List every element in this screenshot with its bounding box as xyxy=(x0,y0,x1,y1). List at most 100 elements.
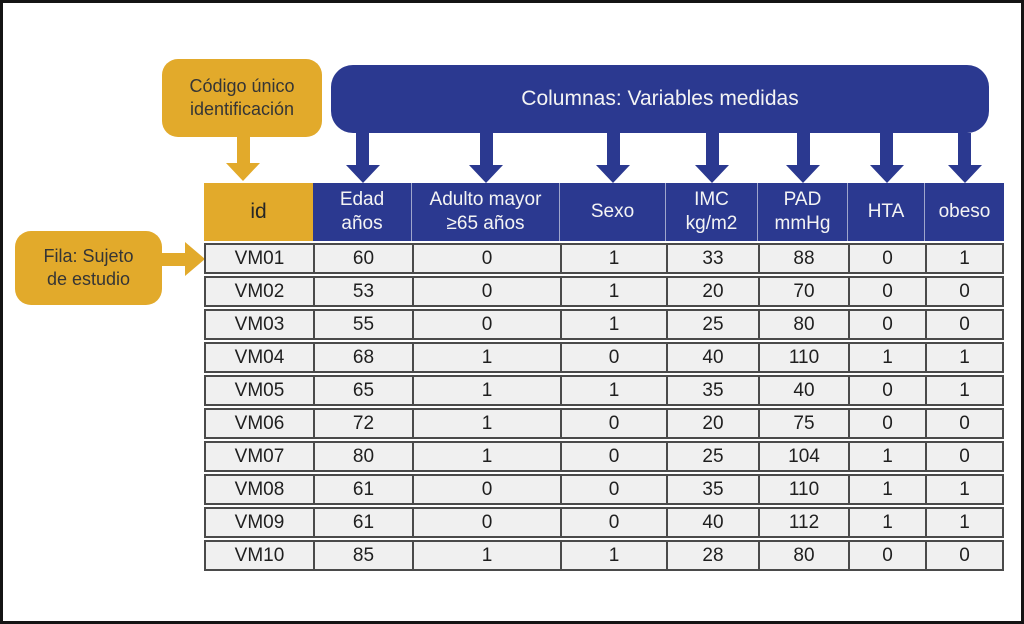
table-cell: 0 xyxy=(412,245,560,272)
table-cell: 1 xyxy=(925,509,1002,536)
callout-unique-code: Código único identificación xyxy=(162,59,322,137)
table-cell: 1 xyxy=(848,476,925,503)
table-cell: 0 xyxy=(412,509,560,536)
columns-banner: Columnas: Variables medidas xyxy=(331,65,989,133)
table-row-vm01: VM01 60 0 1 33 88 0 1 xyxy=(204,243,1004,274)
header-cell-imc: IMC kg/m2 xyxy=(666,183,758,241)
banner-arrow-down-icon xyxy=(313,133,412,183)
table-cell: 0 xyxy=(925,443,1002,470)
header-label: HTA xyxy=(867,201,905,223)
header-cell-obeso: obeso xyxy=(925,183,1004,241)
table-cell: 0 xyxy=(848,542,925,569)
row-id-cell: VM01 xyxy=(234,247,285,269)
header-sublabel: kg/m2 xyxy=(685,213,738,234)
table-cell: 0 xyxy=(412,278,560,305)
header-cell-hta: HTA xyxy=(848,183,925,241)
table-cell: 1 xyxy=(412,542,560,569)
row-id-cell: VM05 xyxy=(234,379,285,401)
table-zone: id Edad años Adulto mayor ≥65 años Sexo IMC kg/… xyxy=(204,133,1004,571)
callout-code-arrow-down-icon xyxy=(226,136,260,181)
header-row: id Edad años Adulto mayor ≥65 años Sexo IMC kg/… xyxy=(204,183,1004,241)
table-cell: 1 xyxy=(412,443,560,470)
table-cell: 1 xyxy=(925,344,1002,371)
table-cell: 80 xyxy=(758,542,848,569)
table-cell: 28 xyxy=(666,542,758,569)
table-row-vm03: VM03 55 0 1 25 80 0 0 xyxy=(204,309,1004,340)
callout-unique-code-line2: identificación xyxy=(189,99,295,119)
table-cell: 20 xyxy=(666,410,758,437)
header-label: Edad xyxy=(339,189,385,211)
table-cell: 0 xyxy=(412,311,560,338)
banner-arrow-down-icon xyxy=(560,133,666,183)
row-id-cell: VM06 xyxy=(234,412,285,434)
table-row-vm10: VM10 85 1 1 28 80 0 0 xyxy=(204,540,1004,571)
table-cell: 0 xyxy=(848,311,925,338)
table-row-vm07: VM07 80 1 0 25 104 1 0 xyxy=(204,441,1004,472)
table-cell: 25 xyxy=(666,443,758,470)
header-sublabel: ≥65 años xyxy=(446,213,525,234)
header-cell-edad: Edad años xyxy=(313,183,412,241)
table-cell: 80 xyxy=(758,311,848,338)
header-label: id xyxy=(250,199,267,223)
table-cell: 0 xyxy=(848,245,925,272)
header-label: Adulto mayor xyxy=(429,189,542,211)
table-cell: 0 xyxy=(560,344,666,371)
table-cell: 60 xyxy=(313,245,412,272)
table-cell: 112 xyxy=(758,509,848,536)
header-label: Sexo xyxy=(590,201,635,223)
table-cell: 1 xyxy=(560,311,666,338)
table-cell: 0 xyxy=(560,476,666,503)
table-cell: 65 xyxy=(313,377,412,404)
table-cell: 53 xyxy=(313,278,412,305)
table-cell: 1 xyxy=(925,377,1002,404)
table-cell: 0 xyxy=(925,410,1002,437)
table-row-vm04: VM04 68 1 0 40 110 1 1 xyxy=(204,342,1004,373)
header-cell-id: id xyxy=(204,183,313,241)
row-id-cell: VM09 xyxy=(234,511,285,533)
banner-arrow-down-icon xyxy=(758,133,848,183)
table-cell: 1 xyxy=(925,476,1002,503)
table-cell: 1 xyxy=(412,410,560,437)
table-cell: 40 xyxy=(666,344,758,371)
table-cell: 0 xyxy=(560,410,666,437)
table-row-vm05: VM05 65 1 1 35 40 0 1 xyxy=(204,375,1004,406)
table-cell: 1 xyxy=(560,278,666,305)
callout-row-arrow-right-icon xyxy=(162,242,205,276)
row-id-cell: VM03 xyxy=(234,313,285,335)
row-id-cell: VM04 xyxy=(234,346,285,368)
table-cell: 80 xyxy=(313,443,412,470)
table-cell: 0 xyxy=(560,509,666,536)
header-label: IMC xyxy=(694,189,729,211)
table-cell: 0 xyxy=(925,278,1002,305)
table-row-vm06: VM06 72 1 0 20 75 0 0 xyxy=(204,408,1004,439)
table-cell: 110 xyxy=(758,476,848,503)
table-cell: 1 xyxy=(848,344,925,371)
table-cell: 35 xyxy=(666,476,758,503)
table-cell: 33 xyxy=(666,245,758,272)
arrow-stem xyxy=(236,136,250,163)
table-cell: 72 xyxy=(313,410,412,437)
header-cell-adulto-mayor: Adulto mayor ≥65 años xyxy=(412,183,560,241)
table-cell: 40 xyxy=(758,377,848,404)
callout-unique-code-line1: Código único xyxy=(189,75,295,96)
table-cell: 0 xyxy=(848,410,925,437)
table-cell: 20 xyxy=(666,278,758,305)
table-cell: 0 xyxy=(412,476,560,503)
callout-row-subject: Fila: Sujeto de estudio xyxy=(15,231,162,305)
banner-arrow-down-icon xyxy=(848,133,925,183)
table-cell: 104 xyxy=(758,443,848,470)
table-cell: 0 xyxy=(848,278,925,305)
banner-arrow-down-icon xyxy=(666,133,758,183)
table-cell: 1 xyxy=(848,443,925,470)
header-cell-sexo: Sexo xyxy=(560,183,666,241)
table-cell: 88 xyxy=(758,245,848,272)
table-cell: 110 xyxy=(758,344,848,371)
table-cell: 68 xyxy=(313,344,412,371)
table-cell: 0 xyxy=(848,377,925,404)
table-cell: 61 xyxy=(313,509,412,536)
table-cell: 61 xyxy=(313,476,412,503)
callout-row-subject-line2: de estudio xyxy=(46,269,131,289)
table-cell: 1 xyxy=(560,542,666,569)
banner-arrow-down-icon xyxy=(412,133,560,183)
